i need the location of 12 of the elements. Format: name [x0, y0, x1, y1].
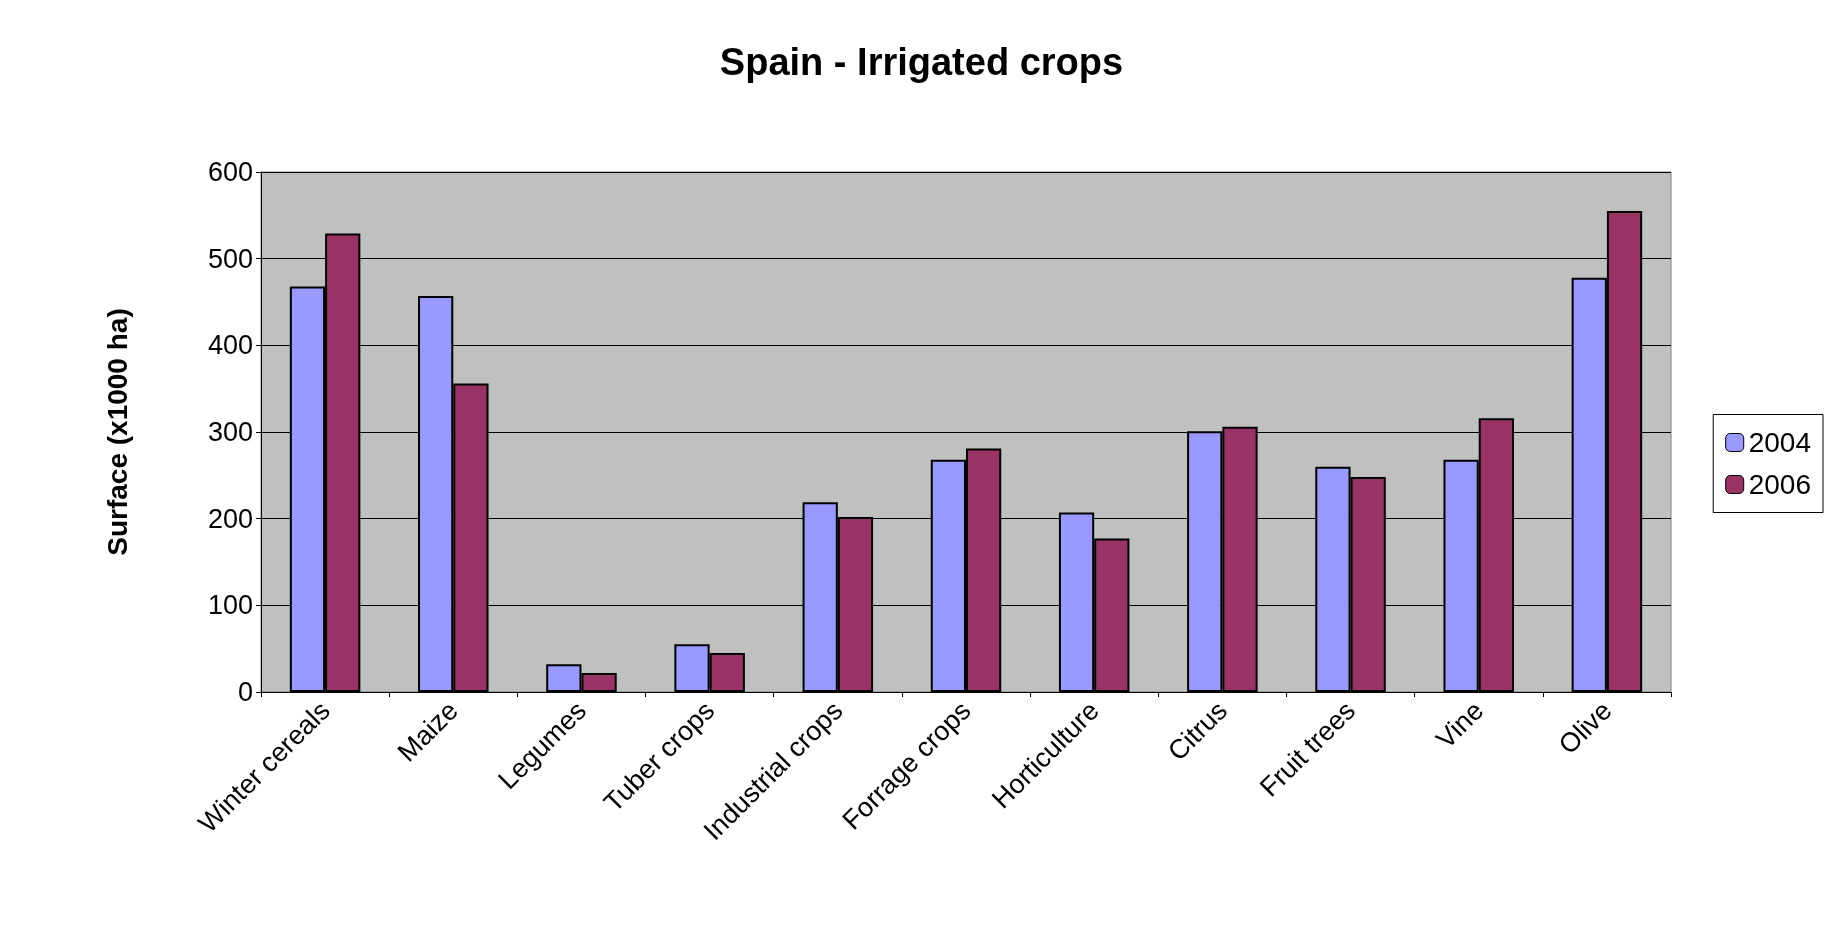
chart-title: Spain - Irrigated crops [719, 41, 1124, 83]
x-tick-label: Vine [1430, 695, 1490, 755]
y-tick-label: 300 [207, 417, 253, 447]
y-axis-title: Surface (x1000 ha) [101, 308, 133, 556]
y-tick-label: 400 [207, 330, 253, 361]
y-tick-label: 600 [207, 157, 253, 187]
y-tick-label: 0 [237, 677, 253, 707]
y-tick-label: 500 [207, 243, 253, 274]
y-tick-label: 200 [207, 503, 253, 534]
legend-label: 2006 [1748, 469, 1812, 500]
legend-label: 2004 [1748, 427, 1812, 458]
y-tick-label: 100 [207, 590, 253, 621]
